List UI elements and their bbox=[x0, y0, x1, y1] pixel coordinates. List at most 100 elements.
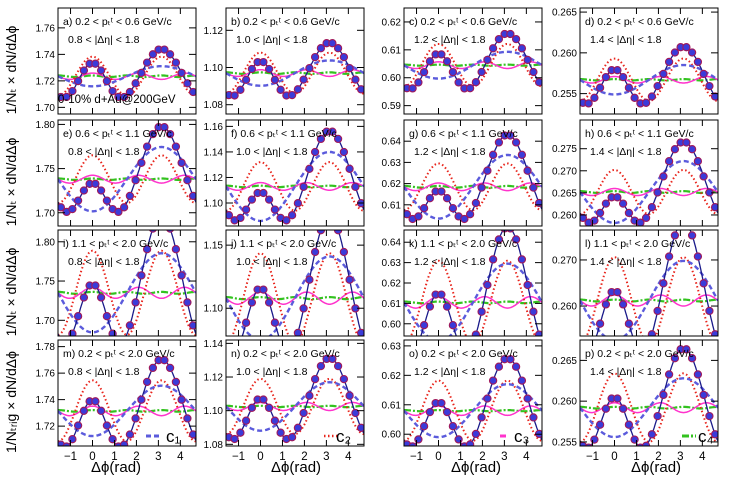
data-point bbox=[494, 235, 504, 244]
data-point bbox=[351, 182, 360, 191]
data-point bbox=[276, 85, 285, 94]
data-point bbox=[316, 361, 326, 371]
c2-curve bbox=[226, 377, 364, 436]
col-xlabel-2: Δϕ(rad) bbox=[271, 459, 321, 476]
panel-b-pt-label: b) 0.2 < pₜᵗ < 0.6 GeV/c bbox=[231, 16, 340, 28]
panel-i-curves bbox=[58, 230, 196, 336]
data-point bbox=[465, 84, 475, 93]
panel-frame bbox=[579, 339, 719, 447]
row-ylabel-2: 1/Nₜ × dN/dΔϕ bbox=[3, 138, 19, 227]
data-point bbox=[448, 321, 458, 330]
data-point bbox=[299, 408, 308, 418]
data-point bbox=[230, 91, 239, 100]
data-point bbox=[682, 43, 691, 52]
y-tick-label: 1.80 bbox=[36, 237, 56, 248]
data-point bbox=[494, 34, 504, 44]
system-label: 0-10% d+Au@200GeV bbox=[58, 94, 176, 106]
panel-frame bbox=[225, 339, 365, 447]
data-point bbox=[96, 186, 106, 195]
data-point bbox=[448, 422, 458, 431]
data-point bbox=[188, 87, 196, 97]
data-point bbox=[226, 211, 234, 220]
x-tick-label: 0 bbox=[611, 451, 617, 463]
y-tick-label: 0.62 bbox=[382, 179, 402, 190]
data-point bbox=[287, 211, 297, 220]
panel-i: 1.70 1.75 1.80 i) 1.1 < pₜᵗ < 2.0 GeV/c 0.8 … bbox=[36, 229, 197, 337]
data-point bbox=[454, 435, 463, 444]
y-tick-label: 1.10 bbox=[204, 406, 224, 417]
data-point bbox=[613, 394, 622, 403]
data-point bbox=[483, 55, 492, 65]
data-point bbox=[647, 203, 657, 212]
data-point bbox=[647, 430, 657, 439]
data-point bbox=[590, 435, 599, 444]
data-point bbox=[670, 145, 680, 154]
panel-n-eta-label: 1.0 < |Δη| < 1.8 bbox=[236, 366, 308, 378]
c1-curve bbox=[580, 63, 718, 96]
data-point bbox=[693, 57, 703, 67]
data-point bbox=[188, 321, 196, 330]
data-point bbox=[183, 414, 192, 423]
panel-a-eta-label: 0.8 < |Δη| < 1.8 bbox=[68, 34, 140, 46]
y-tick-label: 1.08 bbox=[204, 100, 224, 111]
data-point bbox=[425, 407, 435, 417]
fit-curve bbox=[58, 230, 196, 336]
data-point bbox=[328, 354, 337, 364]
data-point bbox=[664, 252, 674, 261]
data-point bbox=[710, 203, 718, 212]
panel-g-curves bbox=[404, 133, 542, 220]
x-tick-label: 0 bbox=[257, 451, 263, 463]
data-point bbox=[142, 245, 152, 254]
data-point bbox=[305, 64, 314, 73]
data-point bbox=[345, 391, 354, 400]
data-point bbox=[247, 403, 257, 412]
data-point bbox=[287, 90, 297, 100]
data-point bbox=[345, 64, 354, 73]
panel-h-eta-label: 1.4 < |Δη| < 1.8 bbox=[590, 146, 662, 158]
panel-g-pt-label: g) 0.6 < pₜᵗ < 1.1 GeV/c bbox=[409, 128, 518, 140]
data-point bbox=[264, 403, 274, 412]
data-point bbox=[613, 66, 622, 75]
data-point bbox=[148, 230, 157, 233]
data-point bbox=[299, 182, 308, 191]
x-tick-label: 0 bbox=[435, 451, 441, 463]
fit-curve bbox=[404, 357, 542, 446]
data-point bbox=[73, 76, 83, 86]
panel-e: 1.70 1.75 1.80 e) 0.6 < pₜᵗ < 1.1 GeV/c 0.8 … bbox=[36, 119, 197, 227]
panel-f: 1.10 1.12 1.14 1.16 f) 0.6 < pₜᵗ < 1.1 GeV/c… bbox=[204, 119, 365, 227]
data-point bbox=[414, 435, 423, 444]
data-point bbox=[483, 394, 492, 403]
data-point bbox=[270, 416, 280, 425]
data-point bbox=[511, 34, 521, 44]
y-tick-label: 0.62 bbox=[382, 17, 402, 28]
y-tick-label: 0.260 bbox=[552, 397, 577, 408]
panel-grid: 1.70 1.72 1.74 1.76 a) 0.2 < pₜᵗ < 0.6 GeV/c… bbox=[36, 7, 719, 463]
panel-frame bbox=[225, 7, 365, 115]
x-tick-label: 3 bbox=[677, 451, 683, 463]
y-tick-label: 0.64 bbox=[382, 238, 402, 249]
data-point bbox=[465, 210, 475, 219]
panel-n-pt-label: n) 0.2 < pₜᵗ < 2.0 GeV/c bbox=[231, 348, 340, 360]
data-point bbox=[236, 428, 245, 437]
legend-c2-label: c₂ bbox=[336, 427, 351, 446]
x-tick-label: 0 bbox=[89, 451, 95, 463]
data-point bbox=[488, 376, 498, 385]
data-point bbox=[62, 442, 71, 446]
x-tick-label: 4 bbox=[523, 451, 530, 463]
data-point bbox=[293, 199, 303, 208]
data-point bbox=[590, 93, 599, 102]
panel-i-pt-label: i) 1.1 < pₜᵗ < 2.0 GeV/c bbox=[63, 238, 168, 250]
data-point bbox=[529, 67, 538, 77]
data-point bbox=[316, 134, 326, 144]
panel-g-eta-label: 1.2 < |Δη| < 1.8 bbox=[414, 146, 486, 158]
data-point bbox=[177, 395, 186, 404]
data-point bbox=[687, 354, 697, 363]
data-point bbox=[419, 422, 429, 431]
panel-frame bbox=[403, 7, 543, 115]
data-point bbox=[125, 191, 135, 201]
data-point bbox=[270, 205, 280, 214]
data-point bbox=[165, 129, 175, 139]
c1-curve bbox=[404, 50, 542, 80]
data-point bbox=[131, 414, 140, 423]
data-point bbox=[91, 59, 100, 68]
